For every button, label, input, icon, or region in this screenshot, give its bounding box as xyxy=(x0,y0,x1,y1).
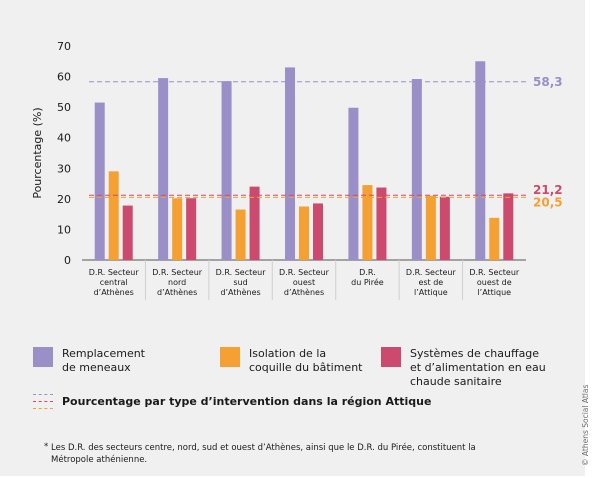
legend-label-line: de meneaux xyxy=(62,361,131,374)
reference-value-label: 58,3 xyxy=(533,75,563,89)
x-tick-label: D.R. Secteur xyxy=(216,268,267,277)
x-tick-label: l’Attique xyxy=(477,288,511,297)
bar xyxy=(475,61,486,261)
bar xyxy=(221,81,232,261)
x-tick-label: d’Athènes xyxy=(94,287,134,297)
legend-swatch-meneaux xyxy=(33,347,53,367)
bar xyxy=(94,102,105,260)
legend-swatch-chauffage xyxy=(381,347,401,367)
legend-label-line: Isolation de la xyxy=(249,347,327,360)
reference-swatch-isolation xyxy=(33,408,53,409)
bar xyxy=(235,209,246,260)
x-tick-label: du Pirée xyxy=(351,277,384,287)
y-tick-label: 30 xyxy=(57,162,71,175)
reference-legend-label: Pourcentage par type d’intervention dans… xyxy=(62,395,432,408)
x-tick-label: D.R. Secteur xyxy=(469,268,520,277)
x-tick-label: central xyxy=(100,278,128,287)
legend-item-isolation: Isolation de la coquille du bâtiment xyxy=(220,347,362,375)
legend-item-chauffage: Systèmes de chauffage et d’alimentation … xyxy=(381,347,546,389)
credit-text: © Athens Social Atlas xyxy=(581,384,590,466)
x-tick-label: est de xyxy=(418,278,443,287)
legend-swatch-isolation xyxy=(220,347,240,367)
y-tick-label: 0 xyxy=(64,254,71,267)
x-tick-label: d’Athènes xyxy=(157,287,197,297)
y-axis-label: Pourcentage (%) xyxy=(31,107,44,198)
bar xyxy=(285,67,295,261)
x-tick-label: d’Athènes xyxy=(220,287,260,297)
legend-label-line: chaude sanitaire xyxy=(410,375,502,388)
bar xyxy=(158,78,169,260)
x-tick-label: sud xyxy=(233,278,247,287)
x-tick-label: nord xyxy=(168,278,186,287)
legend-label-line: Systèmes de chauffage xyxy=(410,347,540,360)
bar xyxy=(425,195,436,260)
footnote-marker: * xyxy=(44,442,49,452)
bar xyxy=(439,196,450,260)
x-tick-label: d’Athènes xyxy=(284,287,324,297)
x-tick-label: ouest de xyxy=(477,278,512,287)
bar xyxy=(108,171,119,260)
bar xyxy=(299,206,309,260)
bar xyxy=(186,198,197,260)
reference-value-label: 20,5 xyxy=(533,195,563,209)
bar xyxy=(376,187,387,260)
bar xyxy=(348,107,359,260)
x-tick-label: D.R. Secteur xyxy=(89,268,140,277)
bar xyxy=(362,185,373,260)
reference-swatch-meneaux xyxy=(33,394,53,395)
legend-label-line: Remplacement xyxy=(62,347,145,360)
legend-label-line: coquille du bâtiment xyxy=(249,361,363,374)
bar xyxy=(313,203,323,260)
bar-chart: Pourcentage (%) 0 10 20 30 40 50 60 70 D.R. Secte… xyxy=(31,40,563,300)
y-tick-label: 70 xyxy=(57,40,71,53)
x-tick-label: D.R. Secteur xyxy=(406,268,457,277)
bar xyxy=(122,205,133,260)
x-tick-label: ouest xyxy=(293,278,315,287)
x-tick-label: D.R. Secteur xyxy=(279,268,330,277)
legend-item-meneaux: Remplacement de meneaux xyxy=(33,347,145,375)
reference-swatch-chauffage xyxy=(33,401,53,402)
bar xyxy=(503,193,514,260)
x-tick-label: D.R. Secteur xyxy=(152,268,203,277)
bar xyxy=(411,79,422,260)
footnote: Les D.R. des secteurs centre, nord, sud … xyxy=(51,443,476,465)
reference-value-label: 21,2 xyxy=(533,183,563,197)
y-tick-label: 20 xyxy=(57,193,71,206)
x-tick-label: l’Attique xyxy=(414,288,448,297)
reference-legend: Pourcentage par type d’intervention dans… xyxy=(33,389,573,415)
y-tick-label: 60 xyxy=(57,71,71,84)
bar xyxy=(489,217,500,260)
y-tick-label: 50 xyxy=(57,101,71,114)
legend-label-line: et d’alimentation en eau xyxy=(410,361,546,374)
x-tick-label: D.R. xyxy=(359,268,376,277)
bar xyxy=(249,186,260,260)
y-tick-label: 10 xyxy=(57,223,71,236)
y-tick-label: 40 xyxy=(57,132,71,145)
bar xyxy=(172,198,183,260)
